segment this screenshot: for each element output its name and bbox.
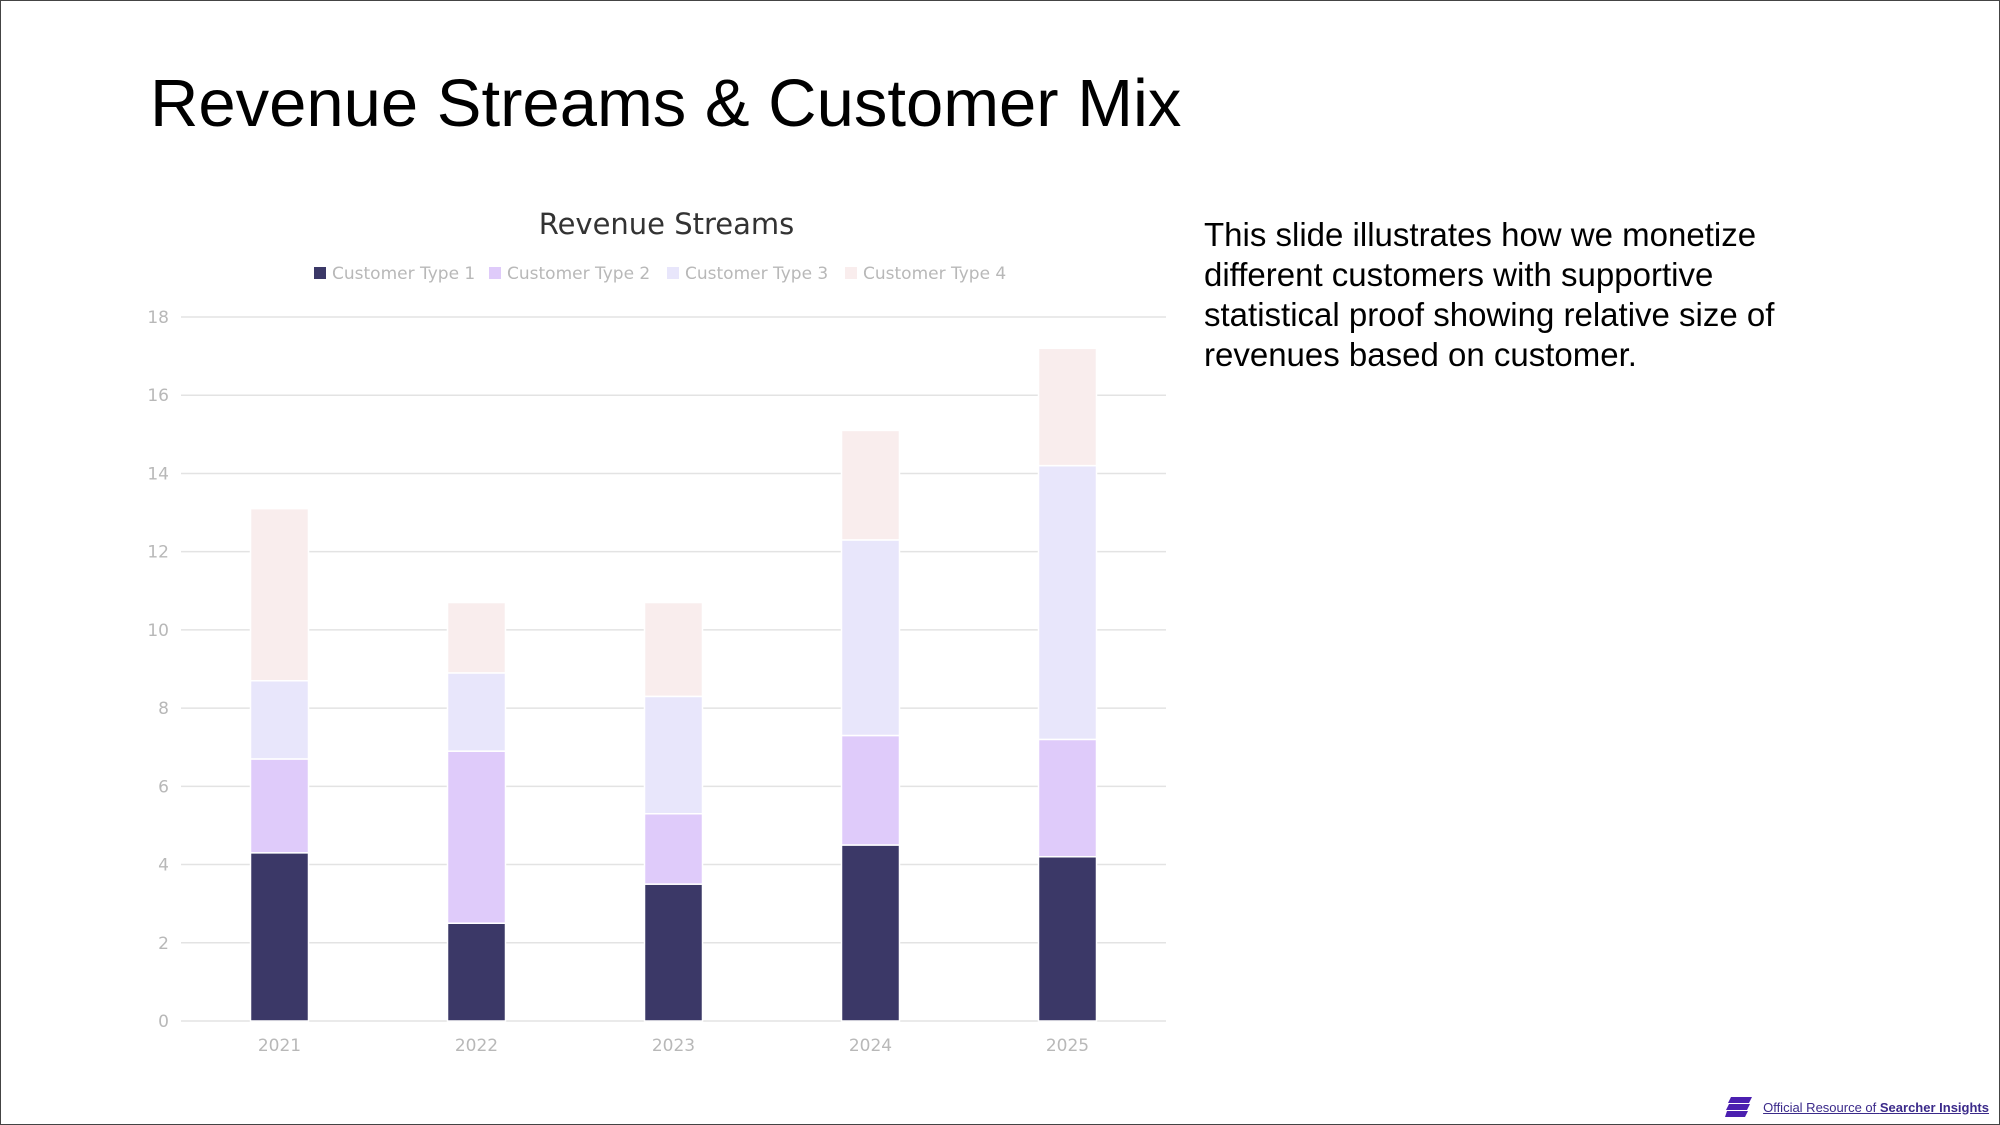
- bar-2024-type-4: [840, 429, 901, 541]
- y-tick-12: 12: [147, 543, 169, 563]
- legend-swatch-2: [489, 267, 501, 279]
- bar-2024-type-1: [840, 844, 901, 1022]
- bar-2023-type-4: [643, 601, 704, 698]
- slide-title: Revenue Streams & Customer Mix: [150, 66, 1182, 141]
- bar-2025-type-1: [1037, 855, 1098, 1022]
- legend-swatch-1: [314, 267, 326, 279]
- footer-brand: Searcher Insights: [1879, 1099, 1989, 1115]
- bar-2021-type-3: [249, 679, 310, 760]
- x-tick-2024: 2024: [849, 1036, 892, 1056]
- bar-2022-type-3: [446, 672, 507, 752]
- bar-2023-type-3: [643, 695, 704, 815]
- x-tick-2022: 2022: [455, 1036, 498, 1056]
- legend-swatch-3: [667, 267, 679, 279]
- bar-2025-type-3: [1037, 464, 1098, 741]
- bar-2024-type-3: [840, 539, 901, 737]
- y-tick-18: 18: [147, 308, 169, 328]
- y-tick-0: 0: [158, 1012, 169, 1032]
- legend-label-4: Customer Type 4: [863, 264, 1006, 284]
- bar-2023-type-1: [643, 883, 704, 1022]
- y-tick-14: 14: [147, 464, 169, 484]
- bar-2021-type-2: [249, 758, 310, 854]
- bar-2024-type-2: [840, 734, 901, 846]
- y-tick-10: 10: [147, 621, 169, 641]
- revenue-streams-chart: Revenue Streams Customer Type 1 Customer T…: [147, 207, 1166, 1056]
- x-tick-2021: 2021: [258, 1036, 301, 1056]
- bar-2023-type-2: [643, 812, 704, 885]
- legend-label-3: Customer Type 3: [685, 264, 828, 284]
- y-tick-6: 6: [158, 777, 169, 797]
- footer-prefix: Official Resource of: [1763, 1099, 1880, 1115]
- y-tick-16: 16: [147, 386, 169, 406]
- bar-2021-type-1: [249, 852, 310, 1022]
- slide-description: This slide illustrates how we monetize d…: [1204, 216, 1775, 373]
- brand-logo-icon: [1725, 1097, 1753, 1117]
- legend-label-1: Customer Type 1: [332, 264, 475, 284]
- x-tick-2025: 2025: [1046, 1036, 1089, 1056]
- bar-2021-type-4: [249, 507, 310, 682]
- bar-2022-type-1: [446, 922, 507, 1022]
- footer: Official Resource of Searcher Insights: [1725, 1096, 1989, 1118]
- bar-2022-type-2: [446, 750, 507, 924]
- y-tick-4: 4: [158, 856, 169, 876]
- y-tick-8: 8: [158, 699, 169, 719]
- chart-title: Revenue Streams: [539, 207, 795, 241]
- x-tick-2023: 2023: [652, 1036, 695, 1056]
- official-resource-link[interactable]: Official Resource of Searcher Insights: [1763, 1100, 1989, 1115]
- bar-2025-type-2: [1037, 738, 1098, 858]
- bar-2022-type-4: [446, 601, 507, 674]
- legend-label-2: Customer Type 2: [507, 264, 650, 284]
- legend-swatch-4: [845, 267, 857, 279]
- bar-2025-type-4: [1037, 347, 1098, 467]
- y-tick-2: 2: [158, 934, 169, 954]
